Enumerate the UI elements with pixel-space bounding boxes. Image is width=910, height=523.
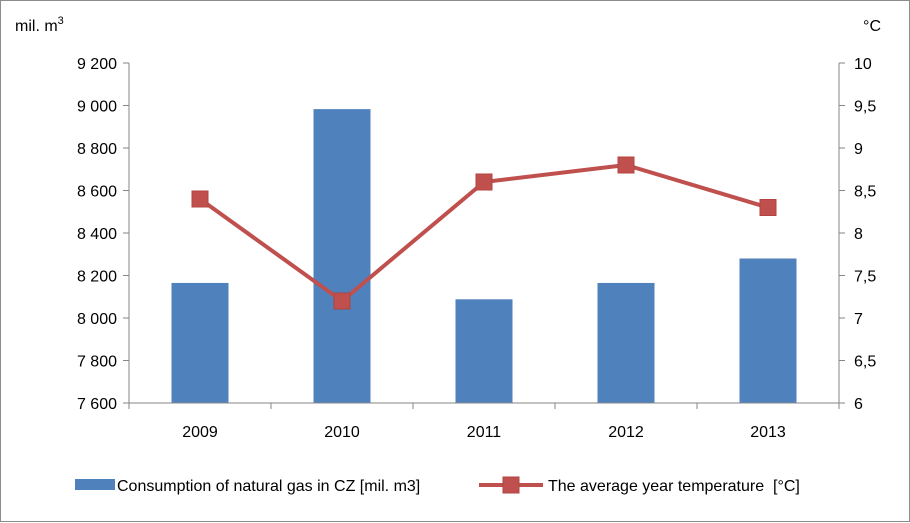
x-tick-label: 2012 — [608, 424, 644, 441]
temperature-point-2012 — [617, 156, 635, 174]
left-tick-label: 9 000 — [77, 99, 117, 116]
legend-line-label: The average year temperature [°C] — [548, 478, 800, 495]
temperature-point-2013 — [759, 199, 777, 216]
x-tick-label: 2009 — [182, 424, 218, 441]
legend-line-marker — [502, 476, 520, 494]
left-tick-label: 7 800 — [77, 354, 117, 371]
right-tick-label: 8 — [854, 226, 863, 243]
x-tick-label: 2011 — [467, 424, 502, 441]
right-tick-label: 6,5 — [854, 354, 876, 371]
right-tick-label: 9 — [854, 141, 863, 158]
bar-2011 — [455, 299, 513, 403]
right-tick-label: 10 — [854, 56, 872, 73]
left-axis-ticks: 7 600 7 800 8 000 8 200 8 400 8 600 8 800 9 000… — [77, 56, 129, 413]
bar-series — [171, 109, 797, 404]
line-series — [191, 156, 777, 310]
bar-2009 — [171, 282, 229, 403]
legend-bar-swatch — [75, 479, 115, 490]
x-tick-label: 2013 — [750, 424, 786, 441]
left-tick-label: 8 200 — [77, 269, 117, 286]
right-tick-label: 9,5 — [854, 99, 876, 116]
legend: Consumption of natural gas in CZ [mil. m… — [75, 476, 800, 495]
left-tick-label: 8 600 — [77, 184, 117, 201]
right-tick-label: 7,5 — [854, 269, 876, 286]
right-axis-ticks: 6 6,5 7 7,5 8 8,5 9 9,5 10 — [839, 56, 876, 413]
temperature-point-2011 — [475, 173, 493, 191]
temperature-point-2009 — [191, 190, 209, 208]
left-tick-label: 8 400 — [77, 226, 117, 243]
right-tick-label: 6 — [854, 396, 863, 413]
x-axis-ticks: 2009 2010 2011 2012 2013 — [128, 403, 840, 441]
left-tick-label: 7 600 — [77, 396, 117, 413]
left-tick-label: 8 000 — [77, 311, 117, 328]
bar-2010 — [313, 109, 371, 404]
right-tick-label: 8,5 — [854, 184, 876, 201]
right-tick-label: 7 — [854, 311, 863, 328]
right-axis-unit: °C — [863, 18, 881, 35]
left-tick-label: 8 800 — [77, 141, 117, 158]
x-tick-label: 2010 — [324, 424, 360, 441]
legend-bar-label: Consumption of natural gas in CZ [mil. m… — [117, 478, 420, 495]
bar-2012 — [597, 282, 655, 403]
left-axis-unit: mil. m3 — [15, 15, 64, 35]
left-tick-label: 9 200 — [77, 56, 117, 73]
bar-2013 — [739, 258, 797, 403]
temperature-point-2010 — [333, 292, 351, 310]
